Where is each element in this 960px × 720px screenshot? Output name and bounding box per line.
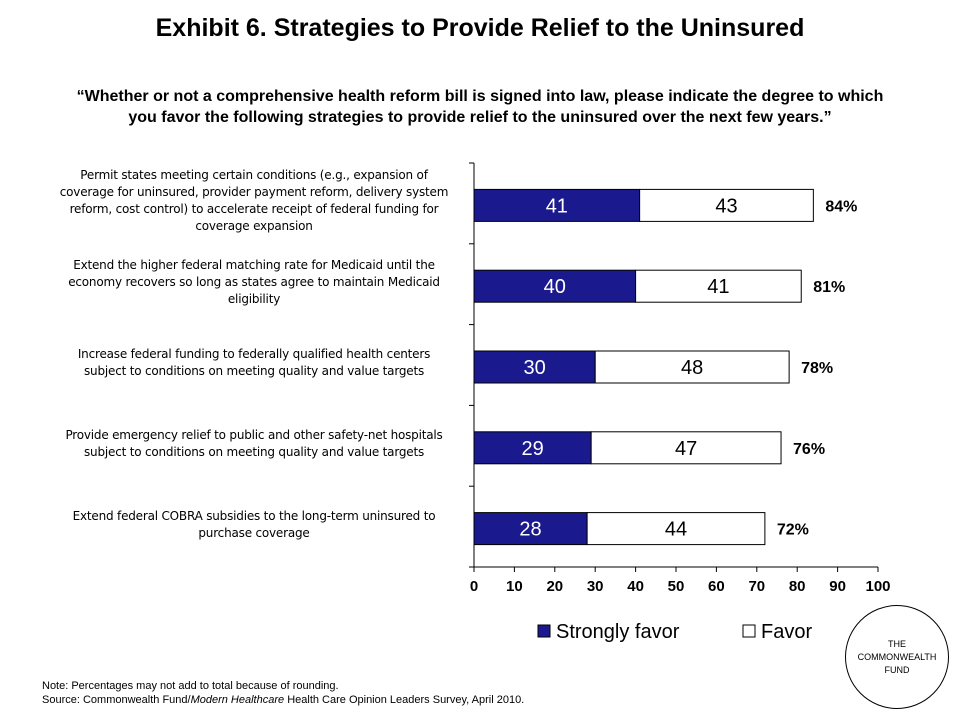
bar-strongly-favor: [473, 350, 596, 384]
bar-favor: [635, 269, 802, 303]
logo-line-1: THE: [888, 638, 906, 649]
category-label-line: eligibility: [227, 291, 281, 306]
bar-favor: [590, 431, 782, 465]
bar-value-label: 41: [546, 195, 568, 217]
source-prefix: Source: Commonwealth Fund/: [42, 694, 191, 706]
x-tick-label: 50: [668, 578, 685, 595]
question-line-1: “Whether or not a comprehensive health r…: [76, 88, 884, 105]
bar-strongly-favor: [473, 512, 588, 546]
bar-favor: [594, 350, 790, 384]
commonwealth-fund-logo: THE COMMONWEALTH FUND: [845, 605, 949, 709]
category-label-line: reform, cost control) to accelerate rece…: [69, 202, 439, 217]
category-label-line: subject to conditions on meeting quality…: [84, 444, 424, 459]
category-label-line: Extend the higher federal matching rate …: [73, 257, 435, 272]
x-tick-label: 0: [470, 578, 478, 595]
x-tick-label: 30: [587, 578, 604, 595]
category-label-line: Increase federal funding to federally qu…: [77, 347, 431, 361]
category-label-line: coverage for uninsured, provider payment…: [59, 185, 449, 200]
category-label: Permit states meeting certain conditions…: [44, 167, 464, 235]
category-label: Provide emergency relief to public and o…: [44, 427, 464, 461]
logo-line-3: FUND: [884, 664, 910, 675]
bar-favor: [639, 188, 814, 222]
chart-title: Exhibit 6. Strategies to Provide Relief …: [155, 14, 805, 42]
x-tick-label: 10: [506, 578, 523, 595]
bar-favor: [586, 512, 766, 546]
category-label-line: economy recovers so long as states agree…: [68, 274, 440, 289]
bar-value-label: 29: [521, 438, 543, 460]
source-text: Source: Commonwealth Fund/Modern Healthc…: [42, 693, 524, 707]
category-label-line: Provide emergency relief to public and o…: [65, 427, 443, 442]
category-label: Extend the higher federal matching rate …: [44, 257, 464, 308]
total-label: 76%: [793, 441, 825, 458]
x-tick-label: 100: [865, 578, 890, 595]
bar-strongly-favor: [473, 431, 592, 465]
bar-value-label: 47: [675, 438, 697, 460]
category-label-line: subject to conditions on meeting quality…: [84, 364, 424, 378]
bar-strongly-favor: [473, 269, 637, 303]
legend-swatch-strongly-favor: [537, 624, 551, 638]
bar-value-label: 28: [519, 519, 541, 541]
source-suffix: Health Care Opinion Leaders Survey, Apri…: [284, 694, 525, 706]
legend-swatch-favor: [742, 624, 756, 638]
bar-value-label: 48: [681, 357, 703, 379]
category-label-line: coverage expansion: [195, 219, 313, 234]
x-tick-label: 40: [627, 578, 644, 595]
survey-question: “Whether or not a comprehensive health r…: [10, 86, 950, 128]
legend-label-strongly-favor: Strongly favor: [556, 621, 680, 643]
x-tick-label: 60: [708, 578, 725, 595]
category-label-line: Extend federal COBRA subsidies to the lo…: [72, 508, 436, 523]
bar-value-label: 44: [665, 519, 687, 541]
x-tick-label: 20: [546, 578, 563, 595]
bar-value-label: 30: [523, 357, 545, 379]
x-tick-label: 80: [789, 578, 806, 595]
note-text: Note: Percentages may not add to total b…: [42, 680, 339, 692]
bar-value-label: 43: [715, 195, 737, 217]
category-label-line: purchase coverage: [198, 525, 310, 540]
bar-value-label: 40: [544, 276, 566, 298]
legend-label-favor: Favor: [761, 621, 812, 643]
category-label: Extend federal COBRA subsidies to the lo…: [44, 508, 464, 542]
footnote: Note: Percentages may not add to total b…: [42, 679, 524, 707]
question-line-2: you favor the following strategies to pr…: [128, 109, 832, 126]
source-italic: Modern Healthcare: [190, 694, 285, 706]
total-label: 84%: [825, 198, 857, 215]
total-label: 72%: [777, 522, 809, 539]
x-tick-label: 90: [829, 578, 846, 595]
total-label: 78%: [801, 360, 833, 377]
total-label: 81%: [813, 279, 845, 296]
bar-value-label: 41: [707, 276, 729, 298]
category-label: Increase federal funding to federally qu…: [44, 346, 464, 380]
category-label-line: Permit states meeting certain conditions…: [80, 168, 428, 183]
logo-line-2: COMMONWEALTH: [857, 651, 937, 662]
x-tick-label: 70: [748, 578, 765, 595]
